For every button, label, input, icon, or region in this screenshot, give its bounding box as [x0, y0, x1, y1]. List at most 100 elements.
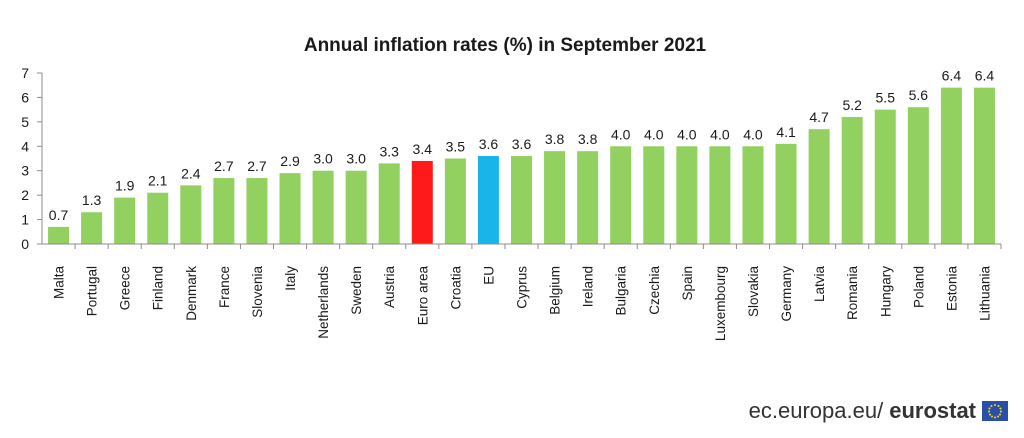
data-label: 2.7 [247, 158, 267, 174]
y-tick-label: 7 [21, 65, 29, 81]
data-label: 2.1 [148, 173, 168, 189]
bar [81, 212, 103, 244]
data-label: 4.0 [710, 126, 730, 142]
x-tick-label: Cyprus [515, 266, 530, 309]
data-label: 3.6 [512, 136, 532, 152]
bar [808, 129, 830, 244]
bar [511, 156, 532, 244]
bar [775, 143, 797, 244]
y-axis: 0 1 2 3 4 5 6 7 [21, 65, 43, 252]
x-tick-label: Estonia [944, 266, 959, 312]
bar [48, 226, 70, 244]
x-tick-label: Romania [845, 266, 860, 321]
data-label: 4.0 [644, 126, 664, 142]
bar [643, 146, 665, 244]
bar [709, 146, 731, 244]
y-tick-label: 3 [21, 163, 29, 179]
x-tick-label: Portugal [85, 266, 100, 316]
data-label: 0.7 [49, 207, 69, 223]
bar [180, 185, 202, 244]
x-tick-label: Poland [911, 266, 926, 308]
data-label: 4.0 [743, 126, 763, 142]
bar-chart: Annual inflation rates (%) in September … [21, 35, 1002, 341]
bar [577, 151, 599, 244]
bar [114, 197, 136, 244]
x-tick-label: Austria [382, 266, 397, 309]
y-tick-label: 2 [21, 187, 29, 203]
bar [213, 178, 235, 244]
y-tick-label: 4 [21, 138, 29, 154]
value-labels: 0.7 1.3 1.9 2.1 2.4 2.7 2.7 2.9 3.0 3.0 3.3 3.4 3.5 3… [49, 68, 995, 223]
x-tick-label: Slovenia [250, 266, 265, 318]
bar [246, 178, 268, 244]
x-tick-label: Bulgaria [614, 266, 629, 316]
x-tick-label: Ireland [581, 266, 596, 307]
x-tick-label: Italy [283, 266, 298, 291]
data-label: 4.7 [809, 109, 829, 125]
data-label: 6.4 [975, 68, 995, 84]
data-label: 3.4 [413, 141, 433, 157]
data-label: 3.5 [446, 139, 466, 155]
bar [874, 109, 896, 245]
data-label: 2.4 [181, 165, 201, 181]
bar [444, 158, 466, 244]
x-tick-label: Denmark [184, 266, 199, 321]
x-tick-label: Hungary [878, 266, 893, 317]
bar [312, 170, 334, 244]
x-tick-label: Slovakia [746, 266, 761, 318]
bar [610, 146, 632, 244]
data-label: 3.3 [379, 143, 399, 159]
x-tick-label: Latvia [812, 266, 827, 303]
x-tick-label: Netherlands [316, 266, 331, 339]
x-tick-label: Greece [118, 266, 133, 310]
data-label: 1.3 [82, 192, 102, 208]
footer-domain: ec.europa.eu/ [748, 398, 884, 423]
y-tick-label: 0 [21, 236, 29, 252]
bar [742, 146, 764, 244]
bar [841, 116, 863, 244]
bar [477, 156, 499, 244]
source-footer: ec.europa.eu/eurostat [749, 398, 1008, 424]
bar [676, 146, 698, 244]
data-label: 5.6 [909, 87, 929, 103]
data-label: 4.0 [677, 126, 697, 142]
bar [345, 170, 367, 244]
data-label: 3.6 [479, 136, 499, 152]
x-tick-label: Malta [52, 266, 67, 300]
data-label: 2.9 [280, 153, 300, 169]
y-tick-label: 6 [21, 89, 29, 105]
data-label: 3.8 [578, 131, 598, 147]
bar [147, 192, 169, 244]
y-tick-label: 1 [21, 212, 29, 228]
x-tick-label: Spain [680, 266, 695, 301]
x-axis: Malta Portugal Greece Finland Denmark France S… [42, 243, 1002, 341]
bar [411, 160, 433, 244]
x-tick-label: Belgium [548, 266, 563, 315]
data-label: 5.2 [842, 97, 862, 113]
x-tick-label: Finland [151, 266, 166, 310]
data-label: 4.0 [611, 126, 631, 142]
x-tick-label: Croatia [448, 266, 463, 310]
eu-flag-icon [982, 401, 1008, 421]
chart-title: Annual inflation rates (%) in September … [304, 35, 707, 56]
data-label: 5.5 [876, 90, 896, 106]
bar [378, 163, 400, 244]
data-label: 3.8 [545, 131, 565, 147]
data-label: 3.0 [346, 151, 366, 167]
x-tick-label: Lithuania [977, 266, 992, 321]
bar [940, 87, 962, 245]
bars [48, 87, 995, 245]
bar [907, 107, 929, 244]
data-label: 4.1 [776, 124, 796, 140]
eurostat-logo-text: eurostat [889, 398, 976, 423]
data-label: 3.0 [313, 151, 333, 167]
x-tick-label: Luxembourg [713, 266, 728, 341]
data-label: 2.7 [214, 158, 234, 174]
x-tick-label: Germany [779, 266, 794, 322]
data-label: 6.4 [942, 68, 962, 84]
x-tick-label: EU [481, 266, 496, 285]
x-tick-label: Euro area [415, 266, 430, 326]
x-tick-label: France [217, 266, 232, 308]
bar [973, 87, 995, 245]
x-tick-label: Sweden [349, 266, 364, 315]
